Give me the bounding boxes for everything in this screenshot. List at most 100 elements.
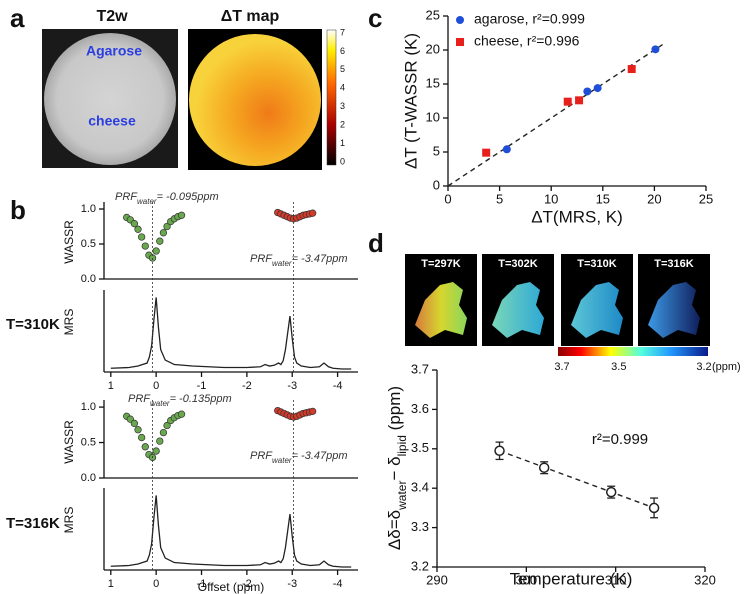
x-tick-label: -4 <box>333 578 343 590</box>
y-tick-label: 0.5 <box>81 436 96 448</box>
map-region <box>571 282 623 338</box>
point <box>482 148 491 157</box>
point <box>156 437 164 445</box>
y-tick-label: 3.6 <box>411 401 429 416</box>
point <box>137 233 146 241</box>
y-label-part: − δ <box>385 456 404 480</box>
point <box>141 443 149 451</box>
y-tick-label: 0.0 <box>81 273 96 285</box>
colorbar-tick-label: 4 <box>340 83 345 93</box>
x-tick-label: 1 <box>108 380 114 392</box>
point <box>163 222 171 231</box>
prf-subscript: water <box>150 399 170 408</box>
legend-label: agarose, r²=0.999 <box>474 11 585 27</box>
sample-disc <box>44 33 176 165</box>
x-tick-label: 20 <box>647 191 661 206</box>
colorbar <box>326 29 337 166</box>
y-axis-label: MRS <box>62 309 76 336</box>
point <box>563 97 572 106</box>
row-label: T=310K <box>6 316 60 333</box>
prf-symbol: PRF <box>250 450 273 462</box>
y-tick-label: 3.5 <box>411 440 429 455</box>
point <box>575 96 584 105</box>
point <box>605 486 617 498</box>
prf-value: = -0.135ppm <box>170 393 232 405</box>
x-tick-label: 15 <box>596 191 610 206</box>
point <box>156 237 164 245</box>
y-tick-label: 20 <box>426 41 440 56</box>
fit-line <box>447 42 666 187</box>
y-tick-label: 0.0 <box>81 472 96 484</box>
prf-subscript: water <box>137 197 157 206</box>
map-region <box>415 282 467 338</box>
prf-label: PRFwater= -0.135ppm <box>128 393 232 408</box>
y-tick-label: 3.3 <box>411 519 429 534</box>
x-tick-label: 1 <box>108 578 114 590</box>
x-tick-label: -1 <box>197 578 207 590</box>
legend-marker <box>456 38 464 46</box>
spectrum-line <box>110 297 352 370</box>
point <box>137 433 146 442</box>
point <box>177 410 186 418</box>
point <box>163 421 171 430</box>
y-tick-label: 0.5 <box>81 238 96 250</box>
prf-subscript: water <box>272 259 292 268</box>
row-label: T=316K <box>6 515 60 532</box>
point <box>159 229 168 237</box>
point <box>152 247 160 255</box>
colorbar-tick-label: 3 <box>340 101 345 111</box>
colorbar-tick-label: 5 <box>340 64 345 74</box>
prf-label: PRFwater= -3.47ppm <box>250 450 348 465</box>
x-tick-label: -2 <box>242 380 252 392</box>
x-tick-label: -2 <box>242 578 252 590</box>
point <box>159 428 168 437</box>
panel-label: a <box>10 3 25 33</box>
image-label: cheese <box>88 113 136 129</box>
y-axis-label: WASSR <box>62 420 76 464</box>
map-region <box>648 282 700 338</box>
colorbar-ticks: 3.7 3.5 3.2 (ppm) <box>554 361 740 373</box>
y-tick-label: 5 <box>433 143 440 158</box>
map-label: T=302K <box>498 258 537 270</box>
map-region <box>492 282 544 338</box>
map-label: T=316K <box>654 258 693 270</box>
point <box>538 462 550 473</box>
x-tick-label: 0 <box>153 380 159 392</box>
point <box>177 211 186 219</box>
y-tick-label: 1.0 <box>81 401 96 413</box>
image-title: ΔT map <box>221 8 280 25</box>
colorbar-tick-label: 3.7 <box>554 361 569 373</box>
colorbar-tick-label: 6 <box>340 46 345 56</box>
point <box>130 419 139 428</box>
point <box>130 220 139 228</box>
x-axis-label: Temperature (K) <box>510 569 633 588</box>
x-tick-label: 5 <box>496 191 503 206</box>
point <box>648 502 660 514</box>
x-tick-label: 10 <box>544 191 558 206</box>
colorbar <box>558 347 708 356</box>
point <box>141 242 149 250</box>
y-label-part: water <box>395 481 409 511</box>
point <box>627 65 636 74</box>
y-tick-label: 10 <box>426 109 440 124</box>
x-tick-label: 300 <box>515 572 537 587</box>
y-tick-label: 3.2 <box>411 558 429 573</box>
x-tick-label: 0 <box>153 578 159 590</box>
image-title: T2w <box>96 8 128 25</box>
point <box>308 209 317 217</box>
y-label-part: (ppm) <box>385 386 404 435</box>
colorbar-tick-label: 2 <box>340 120 345 130</box>
prf-subscript: water <box>272 456 292 465</box>
map-label: T=310K <box>577 258 616 270</box>
prf-label: PRFwater= -3.47ppm <box>250 253 348 268</box>
x-tick-label: 25 <box>699 191 713 206</box>
spectrum-line <box>110 495 352 568</box>
prf-value: = -0.095ppm <box>157 191 219 203</box>
point <box>134 426 142 434</box>
x-tick-label: 0 <box>444 191 451 206</box>
colorbar-tick-label: 7 <box>340 27 345 37</box>
y-axis-label: ΔT (T-WASSR (K) <box>401 33 420 169</box>
panel-label: c <box>368 3 382 33</box>
colorbar-tick-label: 3.5 <box>611 361 626 373</box>
